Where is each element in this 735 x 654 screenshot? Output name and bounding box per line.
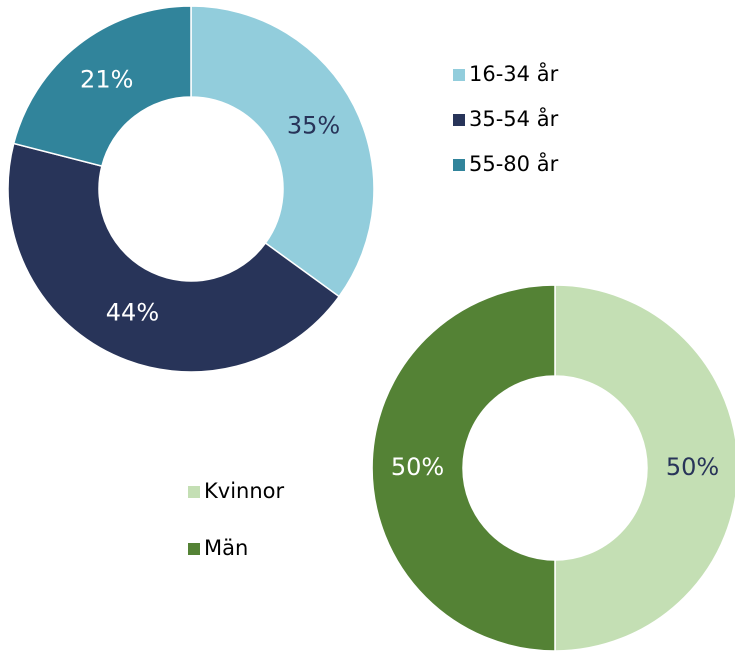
donut-segment: [190, 5, 375, 298]
legend-label: 55-80 år: [469, 151, 559, 176]
data-label: 44%: [106, 298, 159, 326]
data-label: 21%: [80, 65, 133, 93]
legend-label: Män: [204, 536, 248, 560]
legend-swatch: [188, 543, 200, 555]
donut-segment: [371, 284, 556, 652]
legend-swatch: [453, 69, 465, 81]
legend-label: Kvinnor: [204, 479, 285, 503]
data-label: 50%: [391, 453, 444, 481]
donut-segment: [12, 5, 192, 168]
donut-segment: [7, 142, 341, 373]
legend-label: 35-54 år: [469, 106, 559, 131]
legend-label: 16-34 år: [469, 61, 559, 86]
donut-segment: [554, 284, 735, 652]
data-label: 35%: [287, 112, 340, 140]
legend-swatch: [188, 486, 200, 498]
data-label: 50%: [666, 453, 719, 481]
legend-swatch: [453, 114, 465, 126]
legend-swatch: [453, 159, 465, 171]
